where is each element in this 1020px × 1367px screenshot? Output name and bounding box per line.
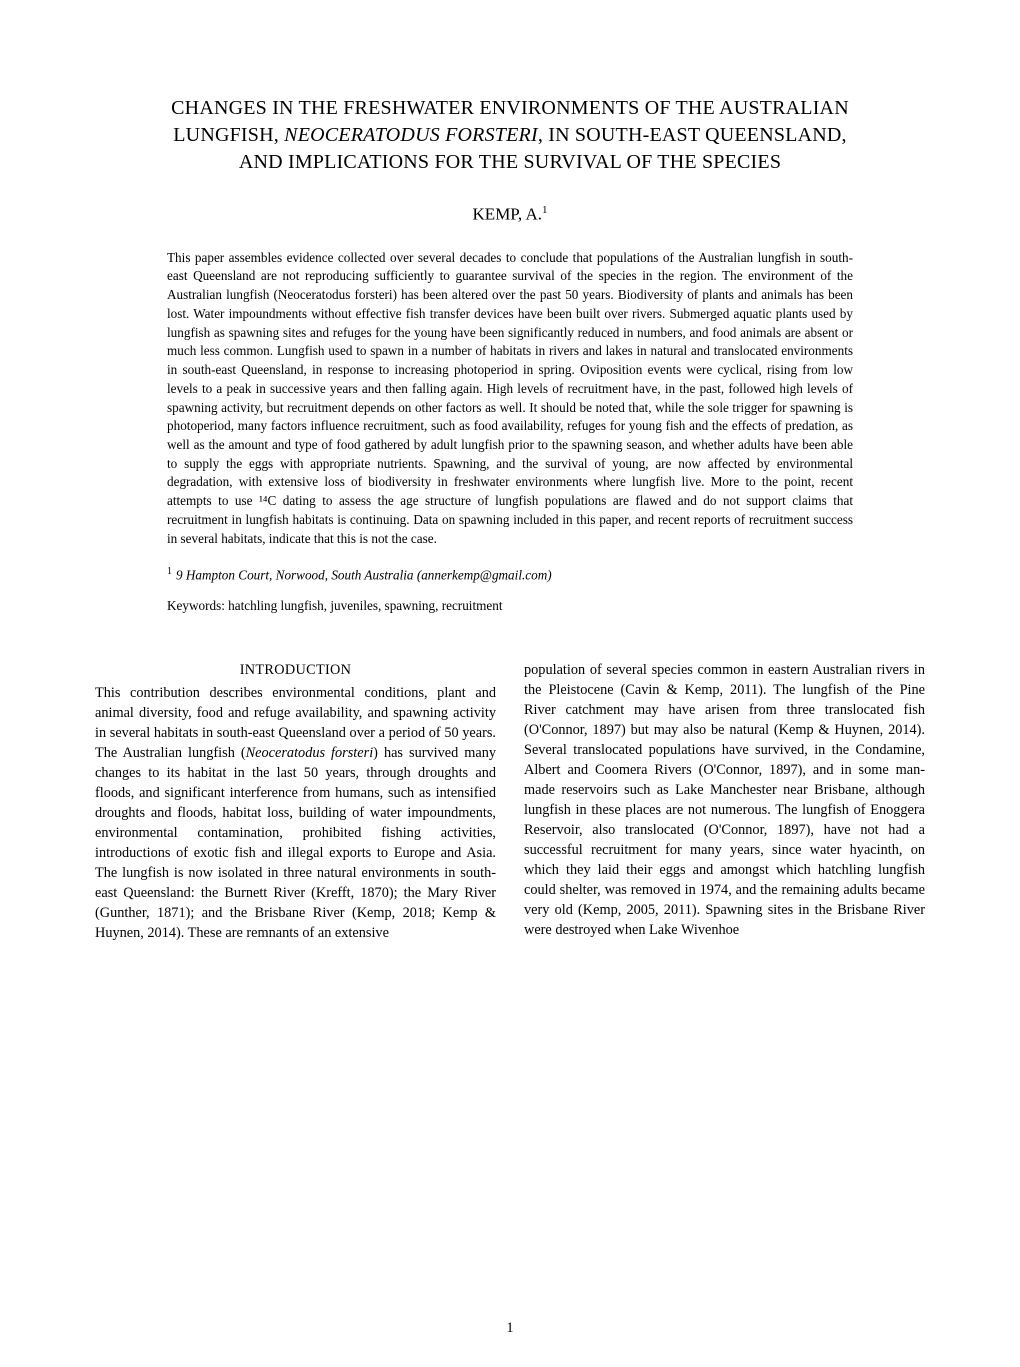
body-text-col1: This contribution describes environmenta… <box>95 683 496 943</box>
author-line: KEMP, A.1 <box>95 204 925 225</box>
abstract-text: This paper assembles evidence collected … <box>167 249 853 549</box>
page-number: 1 <box>0 1320 1020 1337</box>
title-line-3: AND IMPLICATIONS FOR THE SURVIVAL OF THE… <box>239 151 781 173</box>
affiliation-superscript: 1 <box>167 566 172 577</box>
body-text-col2: population of several species common in … <box>524 660 925 940</box>
author-name: KEMP, A. <box>473 205 542 224</box>
column-right: population of several species common in … <box>524 660 925 943</box>
affiliation-text: 9 Hampton Court, Norwood, South Australi… <box>176 568 552 583</box>
title-line-2-italic: NEOCERATODUS FORSTERI <box>284 124 538 146</box>
column-left: INTRODUCTION This contribution describes… <box>95 660 496 943</box>
col1-post: ) has survived many changes to its habit… <box>95 745 496 941</box>
col1-italic: Neoceratodus forsteri <box>246 745 374 761</box>
author-superscript: 1 <box>542 204 548 216</box>
affiliation-line: 1 9 Hampton Court, Norwood, South Austral… <box>167 566 853 583</box>
paper-title: CHANGES IN THE FRESHWATER ENVIRONMENTS O… <box>95 95 925 176</box>
title-line-1: CHANGES IN THE FRESHWATER ENVIRONMENTS O… <box>171 97 849 119</box>
section-heading-introduction: INTRODUCTION <box>95 660 496 680</box>
title-line-2-post: , IN SOUTH-EAST QUEENSLAND, <box>538 124 847 146</box>
body-columns: INTRODUCTION This contribution describes… <box>95 660 925 943</box>
title-line-2-pre: LUNGFISH, <box>173 124 284 146</box>
keywords-line: Keywords: hatchling lungfish, juveniles,… <box>167 598 853 614</box>
